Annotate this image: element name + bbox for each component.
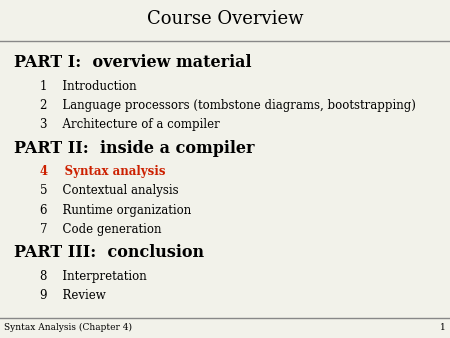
Text: PART III:  conclusion: PART III: conclusion (14, 244, 203, 261)
Text: Syntax Analysis (Chapter 4): Syntax Analysis (Chapter 4) (4, 323, 132, 332)
Text: 9    Review: 9 Review (40, 289, 106, 302)
Text: PART I:  overview material: PART I: overview material (14, 54, 251, 71)
Text: 3    Architecture of a compiler: 3 Architecture of a compiler (40, 118, 220, 131)
Text: 1    Introduction: 1 Introduction (40, 80, 137, 93)
Text: 4    Syntax analysis: 4 Syntax analysis (40, 165, 166, 178)
Text: 7    Code generation: 7 Code generation (40, 223, 162, 236)
Text: Course Overview: Course Overview (147, 9, 303, 28)
Text: PART II:  inside a compiler: PART II: inside a compiler (14, 140, 254, 156)
Text: 5    Contextual analysis: 5 Contextual analysis (40, 185, 179, 197)
Text: 6    Runtime organization: 6 Runtime organization (40, 204, 192, 217)
Text: 8    Interpretation: 8 Interpretation (40, 270, 147, 283)
Text: 1: 1 (440, 323, 446, 332)
Text: 2    Language processors (tombstone diagrams, bootstrapping): 2 Language processors (tombstone diagram… (40, 99, 416, 112)
